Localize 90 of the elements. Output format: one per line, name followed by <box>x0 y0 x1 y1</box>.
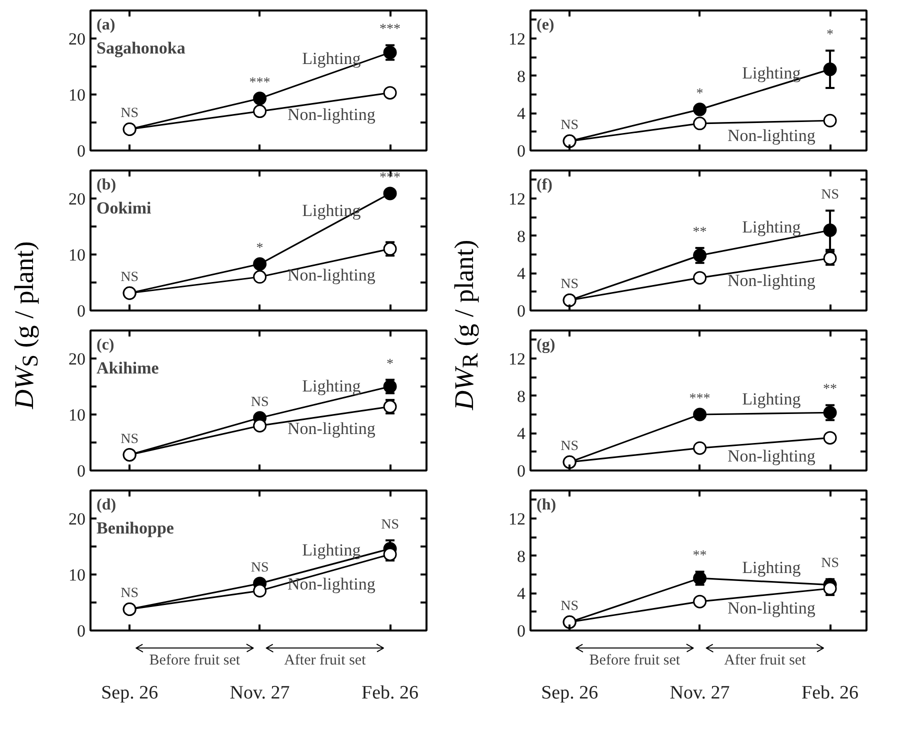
annotation: NS <box>821 556 839 572</box>
annotation: * <box>696 86 704 102</box>
series-label: Lighting <box>742 63 802 82</box>
series-label: Lighting <box>302 540 362 560</box>
y-tick-label: 20 <box>68 350 86 368</box>
y-tick-label: 0 <box>77 462 86 480</box>
chart-title: (c) <box>96 336 114 354</box>
y-tick-label: 4 <box>517 264 526 284</box>
annotation: NS <box>560 118 579 134</box>
annotation: NS <box>381 517 399 532</box>
annotation: NS <box>560 599 579 614</box>
annotation: ** <box>823 382 838 398</box>
x-tick-label: Sep. 26 <box>541 682 598 704</box>
series-label: Non-lighting <box>288 105 376 124</box>
x-tick-label: Sep. 26 <box>101 682 158 704</box>
y-tick-label: 10 <box>68 246 86 264</box>
series-label: Non-lighting <box>288 266 376 284</box>
y-tick-label: 8 <box>517 546 526 566</box>
chart-title: (g) <box>536 336 556 354</box>
chart-title: (e) <box>536 16 554 34</box>
series-label: Non-lighting <box>288 419 376 438</box>
chart-title: (h) <box>536 496 556 514</box>
y-tick-label: 0 <box>77 302 86 320</box>
x-tick-label: Nov. 27 <box>670 682 730 704</box>
text: After fruit set <box>724 652 807 668</box>
x-tick-label: Feb. 26 <box>802 682 859 704</box>
y-tick-label: 20 <box>68 30 86 48</box>
annotation: ** <box>692 548 707 564</box>
y-tick-label: 0 <box>517 302 526 320</box>
y-tick-label: 10 <box>68 86 86 104</box>
y-tick-label: 10 <box>68 566 86 584</box>
x-tick-label: Feb. 26 <box>362 682 419 704</box>
series-label: Non-lighting <box>728 598 816 618</box>
annotation: * <box>386 356 394 372</box>
series-label: Non-lighting <box>728 271 816 290</box>
y-tick-label: 12 <box>508 190 526 208</box>
annotation: NS <box>560 439 579 454</box>
y-tick-label: 0 <box>77 622 86 640</box>
y-tick-label: 12 <box>508 30 526 48</box>
series-label: Lighting <box>302 376 362 396</box>
y-tick-label: 8 <box>517 226 526 246</box>
text: Before fruit set <box>589 652 681 668</box>
chart-title: (d) <box>96 496 116 514</box>
series-label: Lighting <box>302 201 362 220</box>
annotation: NS <box>250 560 269 576</box>
text: Akihime <box>96 358 160 378</box>
series-label: Lighting <box>742 389 802 408</box>
annotation: *** <box>249 75 270 90</box>
annotation: NS <box>821 188 839 203</box>
annotation: * <box>256 241 264 256</box>
y-tick-label: 10 <box>68 406 86 424</box>
y-tick-label: 12 <box>508 350 526 368</box>
x-tick-label: Nov. 27 <box>230 682 290 704</box>
text: Before fruit set <box>149 652 241 668</box>
chart-title: (b) <box>96 176 116 194</box>
y-tick-label: 4 <box>517 424 526 444</box>
series-label: Non-lighting <box>288 574 376 594</box>
series-label: Lighting <box>742 558 802 577</box>
y-tick-label: 0 <box>517 622 526 640</box>
annotation: NS <box>120 106 139 122</box>
y-tick-label: 8 <box>517 66 526 86</box>
annotation: NS <box>250 394 269 410</box>
annotation: *** <box>380 170 401 186</box>
text: After fruit set <box>284 652 367 668</box>
annotation: *** <box>689 392 710 406</box>
y-tick-label: 4 <box>517 584 526 604</box>
y-tick-label: 0 <box>517 142 526 160</box>
chart-title: (a) <box>96 16 116 34</box>
y-tick-label: 4 <box>517 104 526 124</box>
chart-title: (f) <box>536 176 552 194</box>
series-label: Non-lighting <box>728 126 816 145</box>
y-tick-label: 20 <box>68 190 86 208</box>
annotation: NS <box>120 432 139 447</box>
annotation: NS <box>120 586 139 602</box>
annotation: NS <box>120 270 139 286</box>
legend-label: Non-lighting <box>728 446 816 466</box>
text: Sagahonoka <box>96 38 186 58</box>
series-label: Lighting <box>742 218 802 237</box>
annotation: * <box>826 28 834 43</box>
y-tick-label: 8 <box>517 386 526 406</box>
annotation: NS <box>560 277 579 292</box>
annotation: ** <box>692 224 707 240</box>
y-tick-label: 0 <box>517 462 526 480</box>
y-tick-label: 12 <box>508 510 526 528</box>
y-tick-label: 0 <box>77 142 86 160</box>
y-tick-label: 20 <box>68 510 86 528</box>
series-label: Lighting <box>302 49 362 68</box>
text: Ookimi <box>96 198 152 218</box>
annotation: *** <box>380 22 401 38</box>
text: Benihoppe <box>96 518 174 538</box>
